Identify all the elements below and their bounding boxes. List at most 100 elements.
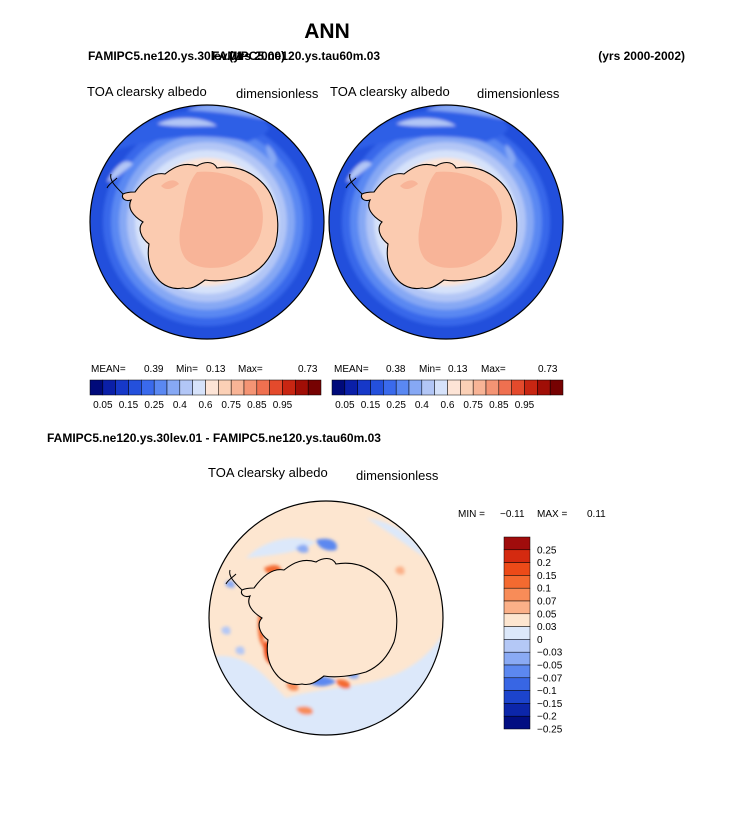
years-b-label: (yrs 2000-2002) xyxy=(598,49,685,63)
colorbar-a-swatch-17 xyxy=(307,379,322,396)
colorbar-b-swatch-6 xyxy=(408,379,423,396)
years-a-label: (yrs 2000) xyxy=(229,49,285,63)
colorbar-diff-swatch-10 xyxy=(503,664,531,679)
colorbar-diff-swatch-6 xyxy=(503,613,531,627)
colorbar-b-swatch-12 xyxy=(485,379,500,396)
colorbar-b-swatch-11 xyxy=(472,379,487,396)
colorbar-b-swatch-9 xyxy=(447,379,461,396)
colorbar-b-swatch-10 xyxy=(460,379,474,396)
colorbar-diff-tick-label-2: 0.15 xyxy=(537,571,557,582)
colorbar-a-swatch-6 xyxy=(166,379,181,396)
colorbar-diff-tick-label-6: 0.03 xyxy=(537,622,557,633)
colorbar-b-tick-label-2: 0.25 xyxy=(386,400,406,411)
colorbar-diff-tick-label-8: −0.03 xyxy=(537,648,563,659)
colorbar-diff-tick-label-10: −0.07 xyxy=(537,673,563,684)
panel-a-mean-value: 0.39 xyxy=(144,364,164,375)
colorbar-a-swatch-2 xyxy=(115,379,129,396)
colorbar-a-swatch-10 xyxy=(218,379,232,396)
colorbar-diff-tick-label-13: −0.2 xyxy=(537,712,557,723)
colorbar-diff-tick-label-1: 0.2 xyxy=(537,558,551,569)
colorbar-b-tick-label-4: 0.6 xyxy=(441,400,455,411)
colorbar-b-tick-label-6: 0.85 xyxy=(489,400,509,411)
diff-units-label: dimensionless xyxy=(356,468,439,483)
colorbar-a-swatch-15 xyxy=(282,379,296,396)
colorbar-diff-swatch-5 xyxy=(503,600,531,615)
figure-title: ANN xyxy=(304,20,350,43)
polar-map-b-border xyxy=(328,104,564,340)
colorbar-b-swatch-1 xyxy=(344,379,358,396)
colorbar-b-tick-label-1: 0.15 xyxy=(361,400,381,411)
panel-b-min-label: Min= xyxy=(419,364,441,375)
panel-b-units-label: dimensionless xyxy=(477,86,560,101)
colorbar-a-swatch-12 xyxy=(243,379,258,396)
panel-a-max-value: 0.73 xyxy=(298,364,318,375)
diff-max-value: 0.11 xyxy=(587,509,606,520)
colorbar-b-tick-label-5: 0.75 xyxy=(463,400,483,411)
colorbar-a-tick-label-6: 0.85 xyxy=(247,400,267,411)
colorbar-a-swatch-3 xyxy=(128,379,142,396)
colorbar-diff-swatch-13 xyxy=(503,703,531,717)
colorbar-b-swatch-7 xyxy=(421,379,435,396)
diff-variable-label: TOA clearsky albedo xyxy=(208,465,328,480)
colorbar-a-tick-label-0: 0.05 xyxy=(93,400,113,411)
colorbar-b-tick-label-7: 0.95 xyxy=(515,400,535,411)
colorbar-a-tick-label-1: 0.15 xyxy=(119,400,139,411)
colorbar-diff-tick-label-5: 0.05 xyxy=(537,609,557,620)
colorbar-b-swatch-2 xyxy=(357,379,371,396)
colorbar-b-swatch-16 xyxy=(537,379,551,396)
panel-b-mean-label: MEAN= xyxy=(334,364,369,375)
case-a-label: FAMIPC5.ne120.ys.30lev.01 xyxy=(88,49,244,63)
diff-min-label: MIN = xyxy=(458,509,485,520)
panel-a-min-label: Min= xyxy=(176,364,198,375)
polar-map-a-border xyxy=(89,104,325,340)
polar-map-a xyxy=(90,105,324,339)
colorbar-a-swatch-4 xyxy=(141,379,155,396)
colorbar-diff: 0.250.20.150.10.070.050.030−0.03−0.05−0.… xyxy=(503,536,563,736)
colorbar-diff-swatch-8 xyxy=(503,639,531,653)
colorbar-diff-tick-label-4: 0.07 xyxy=(537,597,557,608)
panel-b-max-label: Max= xyxy=(481,364,506,375)
colorbar-b-swatch-0 xyxy=(331,379,346,396)
colorbar-diff-swatch-0 xyxy=(503,536,531,551)
colorbar-diff-swatch-1 xyxy=(503,549,531,563)
colorbar-diff-swatch-2 xyxy=(503,562,531,576)
colorbar-a-swatch-1 xyxy=(102,379,116,396)
colorbar-b: 0.05 0.15 0.25 0.4 0.6 0.75 0.85 0.95 xyxy=(331,379,564,411)
colorbar-b-swatch-13 xyxy=(498,379,512,396)
polar-map-b xyxy=(329,105,563,339)
diff-max-label: MAX = xyxy=(537,509,567,520)
colorbar-a-swatch-5 xyxy=(153,379,168,396)
case-b-label: FAMIPC5.ne120.ys.tau60m.03 xyxy=(212,49,380,63)
colorbar-diff-swatch-9 xyxy=(503,651,531,666)
colorbar-a-swatch-14 xyxy=(269,379,283,396)
colorbar-diff-tick-label-12: −0.15 xyxy=(537,699,563,710)
colorbar-a-swatch-13 xyxy=(256,379,270,396)
colorbar-a-tick-label-2: 0.25 xyxy=(144,400,164,411)
colorbar-b-swatch-3 xyxy=(370,379,384,396)
colorbar-b-swatch-4 xyxy=(383,379,397,396)
polar-map-diff-border xyxy=(208,500,444,736)
colorbar-b-swatch-5 xyxy=(395,379,410,396)
colorbar-diff-tick-label-3: 0.1 xyxy=(537,584,551,595)
colorbar-diff-swatch-14 xyxy=(503,715,531,730)
panel-a-mean-label: MEAN= xyxy=(91,364,126,375)
colorbar-diff-swatch-7 xyxy=(503,626,531,640)
colorbar-diff-tick-label-14: −0.25 xyxy=(537,725,563,736)
panel-a-min-value: 0.13 xyxy=(206,364,226,375)
colorbar-b-swatch-14 xyxy=(511,379,525,396)
panel-a-variable-label: TOA clearsky albedo xyxy=(87,84,207,99)
panel-b-max-value: 0.73 xyxy=(538,364,558,375)
colorbar-a-swatch-9 xyxy=(205,379,219,396)
colorbar-b-tick-label-0: 0.05 xyxy=(335,400,355,411)
colorbar-b-swatch-15 xyxy=(524,379,538,396)
panel-a-max-label: Max= xyxy=(238,364,263,375)
colorbar-a-swatch-0 xyxy=(89,379,104,396)
colorbar-diff-tick-label-7: 0 xyxy=(537,635,543,646)
colorbar-diff-swatch-12 xyxy=(503,690,531,704)
colorbar-a-tick-label-4: 0.6 xyxy=(199,400,213,411)
colorbar-a-swatch-8 xyxy=(192,379,206,396)
colorbar-diff-swatch-3 xyxy=(503,575,531,589)
colorbar-b-tick-label-3: 0.4 xyxy=(415,400,429,411)
colorbar-diff-swatch-4 xyxy=(503,587,531,602)
